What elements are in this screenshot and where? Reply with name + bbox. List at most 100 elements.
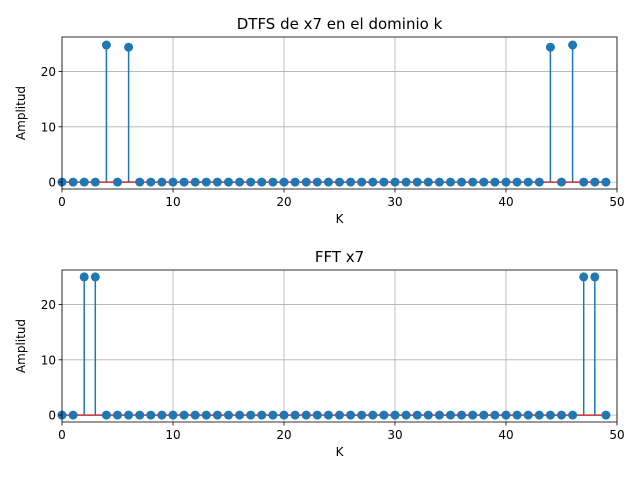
- stem-marker: [323, 177, 333, 187]
- stem-marker: [113, 177, 122, 187]
- stem-marker: [235, 410, 245, 420]
- x-axis-label: K: [336, 212, 345, 226]
- x-tick-label: 20: [276, 428, 291, 442]
- stem-marker: [90, 272, 100, 282]
- stem-marker: [468, 177, 478, 187]
- x-tick-label: 50: [609, 428, 624, 442]
- stem-marker: [490, 177, 500, 187]
- stem-marker: [157, 177, 167, 187]
- x-tick-label: 50: [609, 195, 624, 209]
- stem-marker: [545, 410, 555, 420]
- stem-marker: [457, 177, 467, 187]
- stem-marker: [346, 177, 356, 187]
- x-tick-label: 0: [58, 195, 66, 209]
- stem-marker: [512, 177, 522, 187]
- stem-marker: [534, 177, 544, 187]
- y-tick-label: 10: [41, 353, 56, 367]
- stem-marker: [201, 410, 211, 420]
- stem-marker: [101, 410, 111, 420]
- stem-marker: [434, 177, 444, 187]
- stem-marker: [523, 177, 533, 187]
- stem-marker: [390, 410, 400, 420]
- stem-marker: [579, 177, 589, 187]
- stem-marker: [423, 410, 433, 420]
- stem-marker: [601, 177, 611, 187]
- y-tick-label: 0: [48, 409, 56, 423]
- stem-marker: [601, 410, 611, 420]
- stem-marker: [446, 177, 455, 187]
- stem-marker: [501, 177, 511, 187]
- x-tick-label: 40: [498, 428, 513, 442]
- stem-marker: [479, 410, 489, 420]
- stem-marker: [479, 177, 489, 187]
- stem-marker: [568, 40, 578, 50]
- stem-marker: [490, 410, 500, 420]
- stem-marker: [401, 177, 411, 187]
- stem-marker: [190, 177, 200, 187]
- x-tick-label: 10: [165, 195, 180, 209]
- stem-marker: [246, 410, 256, 420]
- stem-marker: [157, 410, 167, 420]
- y-tick-label: 20: [41, 298, 56, 312]
- stem-marker: [501, 410, 511, 420]
- y-axis-label: Amplitud: [14, 319, 28, 373]
- stem-marker: [224, 410, 233, 420]
- x-axis-label: K: [336, 445, 345, 459]
- stem-marker: [79, 272, 89, 282]
- chart-dtfs: 0 10 20 30 40 50 0 10 20 DTFS de x7 en el dominio…: [14, 15, 625, 226]
- stem-marker: [579, 272, 589, 282]
- stem-marker: [545, 42, 555, 52]
- stem-marker: [368, 410, 378, 420]
- stem-marker: [268, 410, 278, 420]
- stem-marker: [68, 410, 78, 420]
- stem-marker: [412, 177, 422, 187]
- stem-marker: [357, 410, 367, 420]
- stem-marker: [568, 410, 578, 420]
- chart-fft: 0 10 20 30 40 50 0 10 20 FFT x7 K Amplitud: [14, 248, 625, 459]
- stem-marker: [279, 177, 289, 187]
- axes-frame: [61, 36, 618, 190]
- stem-marker: [557, 410, 566, 420]
- stem-marker: [146, 410, 156, 420]
- stem-marker: [235, 177, 245, 187]
- stem-marker: [212, 410, 222, 420]
- stem-marker: [379, 410, 389, 420]
- stem-marker: [379, 177, 389, 187]
- stem-marker: [312, 410, 322, 420]
- chart-title: DTFS de x7 en el dominio k: [237, 15, 443, 33]
- stem-marker: [512, 410, 522, 420]
- stem-marker: [179, 177, 189, 187]
- stem-marker: [301, 177, 311, 187]
- stem-marker: [357, 177, 367, 187]
- y-tick-label: 10: [41, 120, 56, 134]
- x-tick-label: 0: [58, 428, 66, 442]
- stem-marker: [201, 177, 211, 187]
- stem-marker: [401, 410, 411, 420]
- stem-marker: [290, 177, 300, 187]
- stem-marker: [257, 410, 267, 420]
- stem-marker: [190, 410, 200, 420]
- stem-marker: [468, 410, 478, 420]
- plot-area: [62, 37, 617, 189]
- stem-marker: [168, 410, 178, 420]
- stem-marker: [446, 410, 455, 420]
- stem-marker: [434, 410, 444, 420]
- stem-marker: [101, 40, 111, 50]
- stem-marker: [68, 177, 78, 187]
- stem-marker: [224, 177, 233, 187]
- y-tick-label: 0: [48, 176, 56, 190]
- plot-area: [62, 270, 617, 422]
- y-axis-label: Amplitud: [14, 86, 28, 140]
- stem-marker: [257, 177, 267, 187]
- stem-marker: [135, 410, 145, 420]
- stem-marker: [590, 272, 600, 282]
- stem-marker: [146, 177, 156, 187]
- stem-marker: [279, 410, 289, 420]
- stem-marker: [179, 410, 189, 420]
- stem-marker: [301, 410, 311, 420]
- axes-frame: [61, 269, 618, 423]
- stem-marker: [246, 177, 256, 187]
- x-tick-label: 30: [387, 428, 402, 442]
- x-tick-label: 30: [387, 195, 402, 209]
- stem-marker: [290, 410, 300, 420]
